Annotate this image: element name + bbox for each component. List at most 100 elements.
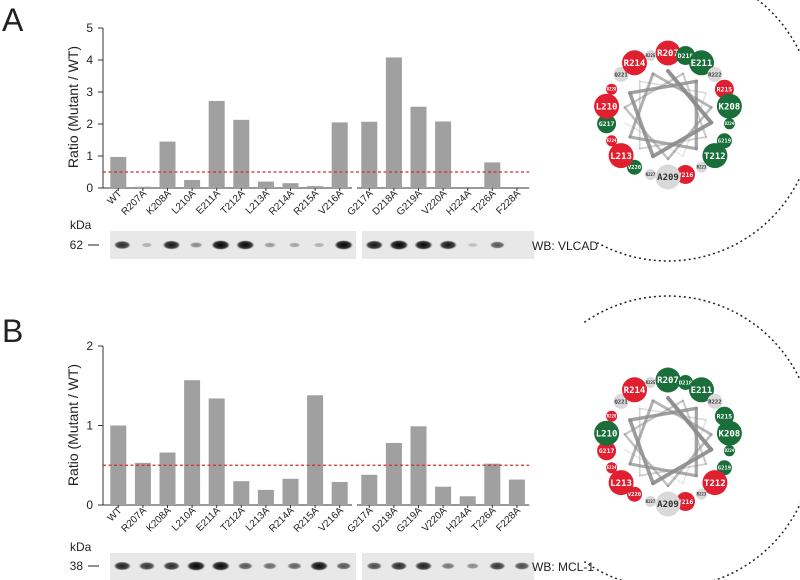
x-tick-label: R215A [292,188,322,218]
wheel-connector [624,449,684,484]
x-tick-label: R214A [267,505,297,535]
residue-circle [622,50,647,76]
residue-circle [676,492,695,511]
bar [208,398,225,505]
x-tick-label: R207A [120,505,150,535]
x-tick-label: R207A [120,188,150,218]
y-tick-label: 4 [86,53,93,67]
residue-label: T212 [704,152,726,162]
residue-circle [702,143,728,169]
blot-band [334,240,353,250]
bar [208,100,225,188]
x-tick-label: G219A [395,505,425,535]
residue-circle [655,367,681,393]
wheel-connector [628,406,699,422]
residue-circle [655,164,681,190]
x-tick-label: L210A [170,505,198,533]
x-tick-label: R215A [292,505,322,535]
blot-band [441,562,455,570]
residue-label: L210 [596,102,618,112]
x-tick-label: T212A [219,188,248,217]
marker-label: 38 [70,559,84,573]
residue-circle [723,445,735,457]
wheel-connector [651,447,714,486]
residue-circle [655,491,681,517]
residue-label: Q221 [614,399,628,405]
residue-circle [597,114,617,134]
bar [110,425,127,505]
bar [484,463,501,505]
x-tick-label: D218A [371,188,401,218]
wheel-connector [628,399,655,466]
blot-band [113,561,131,571]
x-tick-label: K208A [145,505,174,534]
residue-circle [594,93,620,119]
panel-letter-a: A [2,2,24,38]
blot-band [467,242,478,248]
residue-label: G219 [718,466,731,472]
residue-label: R222 [708,72,721,78]
residue-label: K208 [719,102,741,112]
wheel-arc [583,295,800,580]
residue-label: E211 [691,59,713,69]
x-tick-label: G217A [346,188,376,218]
residue-label: R215 [717,413,733,421]
bar [233,481,250,505]
x-tick-label: F228A [494,505,523,534]
residue-circle [689,377,714,403]
bar [184,180,201,188]
blot-label: WB: MCL-1 [532,560,594,574]
bar [307,186,324,188]
x-tick-label: WT [106,505,125,524]
residue-label: L213 [610,152,632,162]
y-tick-label: 2 [86,117,93,131]
residue-circle [723,118,735,130]
wheel-connector [623,433,670,488]
residue-circle [608,143,634,169]
blot-label: WB: VLCAD [532,239,598,253]
bar [410,106,427,188]
blot-band [466,563,480,569]
residue-label: R225 [646,380,656,385]
panel-a: A Ratio (Mutant / WT) 012345WTR207AK208A… [2,0,800,262]
blot-band [262,562,277,570]
wheel-connector [666,433,713,488]
y-tick-label: 0 [86,181,93,195]
residue-circle [606,410,618,422]
x-tick-label: V220A [420,505,449,534]
residue-label: R227 [646,499,656,504]
wheel-connector [682,419,707,484]
residue-circle [716,93,742,119]
residue-label: R207 [657,49,679,59]
x-tick-label: K208A [145,188,174,217]
bar [233,119,250,188]
x-tick-label: H224A [444,188,474,218]
blot-band [365,240,384,250]
wheel-connector [651,120,714,159]
wheel-connector [628,91,655,159]
residue-circle [645,377,656,388]
residue-label: D218 [678,52,694,60]
y-axis-label: Ratio (Mutant / WT) [65,364,81,486]
panel-letter-b: B [2,313,23,349]
blot-band [163,561,180,571]
blot-band [287,562,302,570]
bar [435,486,452,505]
y-tick-label: 1 [86,419,93,433]
wheel-connector [682,92,707,157]
residue-label: V220 [628,165,641,171]
wheel-connector [628,79,699,95]
y-tick-label: 1 [86,149,93,163]
blot-band [414,561,433,571]
residue-label: R223 [697,165,707,170]
wheel-connector [638,136,708,150]
residue-label: E211 [691,386,713,396]
wheel-connector [638,463,708,477]
residue-circle [622,377,647,403]
residue-label: L210 [596,429,618,439]
blot-band [113,240,131,250]
residue-circle [696,161,707,173]
residue-label: D218 [679,380,692,386]
wheel-connector [651,72,713,109]
